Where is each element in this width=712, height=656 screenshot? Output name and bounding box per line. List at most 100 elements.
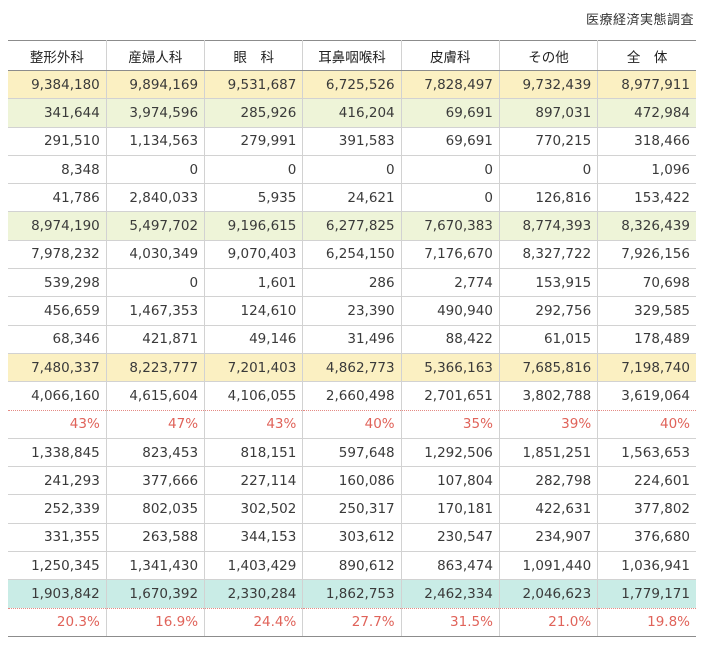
table-cell: 7,670,383 — [401, 211, 500, 241]
table-row: 41,786 2,840,033 5,935 24,621 0 126,816 153,42… — [8, 183, 696, 213]
table-row: 7,978,232 4,030,349 9,070,403 6,254,150 7,17… — [8, 240, 696, 270]
header-row: 整形外科 産婦人科眼 科耳鼻咽喉科 皮膚科 その他全 体 — [8, 40, 696, 71]
table-cell: 7,198,740 — [597, 353, 696, 383]
table-row: 9,384,180 9,894,169 9,531,687 6,725,526 7,82… — [8, 70, 696, 100]
table-row: 8,348 0 0 0 0 0 1,096 — [8, 155, 696, 185]
table-cell: 9,070,403 — [204, 240, 304, 270]
table-cell: 39% — [499, 410, 599, 439]
table-cell: 1,341,430 — [106, 551, 206, 581]
table-cell: 8,977,911 — [597, 70, 696, 100]
table-cell: 31.5% — [401, 608, 500, 637]
table-cell: 9,196,615 — [204, 211, 304, 241]
table-cell: 1,851,251 — [499, 438, 599, 468]
table-cell: 7,926,156 — [597, 240, 696, 270]
table-cell: 7,978,232 — [8, 240, 107, 270]
table-cell: 8,974,190 — [8, 211, 107, 241]
table-cell: 1,670,392 — [106, 579, 206, 609]
table-cell: 9,732,439 — [499, 70, 599, 100]
table-cell: 6,725,526 — [302, 70, 402, 100]
column-header: 眼 科 — [204, 40, 304, 71]
table-cell: 20.3% — [8, 608, 107, 637]
table-cell: 2,774 — [401, 268, 500, 298]
table-cell: 318,466 — [597, 127, 696, 156]
table-cell: 5,935 — [204, 183, 304, 213]
source-caption: 医療経済実態調査 — [585, 13, 694, 28]
table-row: 331,355 263,588 344,153 303,612 230,547 234,9… — [8, 523, 696, 553]
table-cell: 0 — [302, 155, 402, 185]
table-body: 9,384,180 9,894,169 9,531,687 6,725,526 7,82… — [8, 70, 696, 637]
table-cell: 2,660,498 — [302, 381, 402, 411]
table-cell: 285,926 — [204, 98, 304, 128]
table-cell: 2,462,334 — [401, 579, 500, 609]
table-cell: 19.8% — [597, 608, 696, 637]
table-cell: 331,355 — [8, 523, 107, 553]
table-cell: 170,181 — [401, 494, 500, 524]
table-cell: 344,153 — [204, 523, 304, 553]
table-row: 241,293 377,666 227,114 160,086 107,804 282,7… — [8, 466, 696, 496]
table-cell: 7,176,670 — [401, 240, 500, 270]
table-cell: 597,648 — [302, 438, 402, 468]
table-cell: 88,422 — [401, 325, 500, 354]
table-cell: 456,659 — [8, 296, 107, 326]
table-cell: 1,467,353 — [106, 296, 206, 326]
table-cell: 70,698 — [597, 268, 696, 298]
table-cell: 377,802 — [597, 494, 696, 524]
column-header: 皮膚科 — [401, 40, 500, 71]
table-cell: 1,096 — [597, 155, 696, 185]
table-cell: 7,201,403 — [204, 353, 304, 383]
table-cell: 4,106,055 — [204, 381, 304, 411]
table-cell: 69,691 — [401, 127, 500, 156]
table-cell: 230,547 — [401, 523, 500, 553]
table-cell: 1,338,845 — [8, 438, 107, 468]
table-cell: 286 — [302, 268, 402, 298]
table-cell: 1,903,842 — [8, 579, 107, 609]
table-cell: 40% — [302, 410, 402, 439]
table-row: 68,346 421,871 49,146 31,496 88,422 61,015 178… — [8, 325, 696, 354]
table-cell: 224,601 — [597, 466, 696, 496]
table-cell: 1,779,171 — [597, 579, 696, 609]
column-header: 産婦人科 — [106, 40, 206, 71]
table-cell: 178,489 — [597, 325, 696, 354]
table-cell: 40% — [597, 410, 696, 439]
table-cell: 472,984 — [597, 98, 696, 128]
table-cell: 539,298 — [8, 268, 107, 298]
table-cell: 3,802,788 — [499, 381, 599, 411]
table-cell: 8,223,777 — [106, 353, 206, 383]
table-cell: 16.9% — [106, 608, 206, 637]
table-cell: 0 — [106, 155, 206, 185]
table-cell: 2,046,623 — [499, 579, 599, 609]
table-cell: 61,015 — [499, 325, 599, 354]
table-cell: 31,496 — [302, 325, 402, 354]
table-cell: 47% — [106, 410, 206, 439]
table-cell: 8,326,439 — [597, 211, 696, 241]
table-cell: 241,293 — [8, 466, 107, 496]
table-cell: 160,086 — [302, 466, 402, 496]
table-cell: 43% — [8, 410, 107, 439]
table-row: 20.3% 16.9% 24.4% 27.7% 31.5% 21.0% 19.8% — [8, 608, 696, 637]
table-cell: 391,583 — [302, 127, 402, 156]
table-cell: 153,915 — [499, 268, 599, 298]
table-cell: 227,114 — [204, 466, 304, 496]
table-cell: 3,974,596 — [106, 98, 206, 128]
table-row: 1,903,842 1,670,392 2,330,284 1,862,753 2,46… — [8, 579, 696, 609]
table-cell: 377,666 — [106, 466, 206, 496]
table-cell: 4,862,773 — [302, 353, 402, 383]
table-cell: 8,348 — [8, 155, 107, 185]
table-cell: 41,786 — [8, 183, 107, 213]
table-cell: 1,563,653 — [597, 438, 696, 468]
table-cell: 7,480,337 — [8, 353, 107, 383]
table-cell: 23,390 — [302, 296, 402, 326]
table-cell: 823,453 — [106, 438, 206, 468]
column-header: 耳鼻咽喉科 — [302, 40, 402, 71]
table-cell: 303,612 — [302, 523, 402, 553]
table-cell: 4,030,349 — [106, 240, 206, 270]
table-cell: 35% — [401, 410, 500, 439]
table-cell: 252,339 — [8, 494, 107, 524]
table-cell: 69,691 — [401, 98, 500, 128]
table-cell: 5,366,163 — [401, 353, 500, 383]
table-row: 539,298 0 1,601 286 2,774 153,915 70,698 — [8, 268, 696, 298]
table-cell: 7,685,816 — [499, 353, 599, 383]
table-cell: 292,756 — [499, 296, 599, 326]
data-table: 整形外科 産婦人科眼 科耳鼻咽喉科 皮膚科 その他全 体 9,384,180 9,894… — [8, 40, 696, 637]
